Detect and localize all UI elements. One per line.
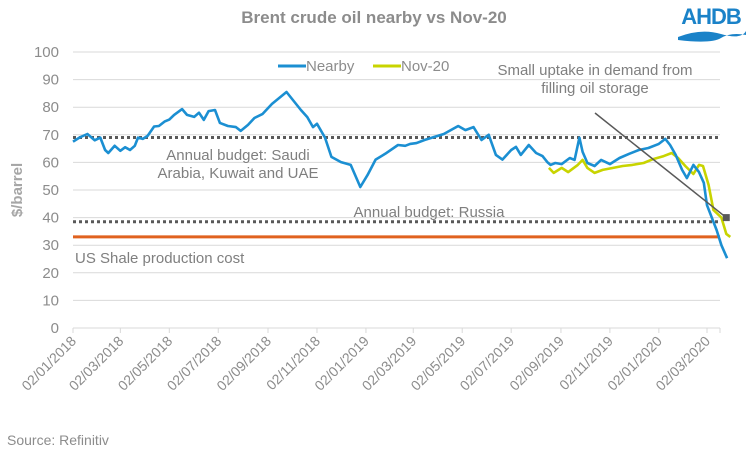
chart-title: Brent crude oil nearby vs Nov-20	[241, 8, 507, 27]
gridlines	[73, 51, 720, 301]
legend: Nearby Nov-20	[278, 58, 449, 75]
series-line-nov-20	[547, 151, 732, 238]
y-tick-label: 30	[42, 237, 59, 254]
y-tick-label: 10	[42, 292, 59, 309]
series-lines	[72, 90, 732, 259]
legend-label: Nov-20	[401, 58, 449, 75]
logo-wave-icon	[678, 31, 746, 42]
y-tick-label: 40	[42, 210, 59, 227]
y-tick-labels: 0 10 20 30 40 50 60 70 80 90 100	[34, 44, 59, 337]
logo-text: AHDB	[681, 4, 742, 29]
y-tick-label: 70	[42, 127, 59, 144]
y-tick-label: 60	[42, 154, 59, 171]
y-tick-label: 50	[42, 182, 59, 199]
y-tick-label: 90	[42, 72, 59, 89]
annotation-storage-demand: Small uptake in demand from	[497, 62, 692, 79]
series-line-nearby	[72, 90, 729, 259]
x-tick-labels: 02/01/201802/03/201802/05/201802/07/2018…	[18, 333, 713, 394]
annotation-storage-demand: filling oil storage	[541, 80, 649, 97]
y-axis-label: $/barrel	[9, 163, 26, 217]
y-tick-label: 80	[42, 99, 59, 116]
annotation-saudi-budget: Annual budget: Saudi	[166, 147, 309, 164]
annotation-us-shale: US Shale production cost	[75, 250, 245, 267]
legend-label: Nearby	[306, 58, 355, 75]
annotation-arrow	[594, 112, 727, 219]
source-note: Source: Refinitiv	[7, 432, 109, 448]
x-axis	[72, 327, 721, 333]
ahdb-logo: AHDB	[676, 4, 746, 42]
y-tick-label: 20	[42, 265, 59, 282]
annotation-saudi-budget: Arabia, Kuwait and UAE	[158, 165, 319, 182]
annotation-russia-budget: Annual budget: Russia	[354, 204, 506, 221]
reference-lines	[73, 136, 720, 239]
annotation-arrow-head	[722, 214, 730, 222]
y-tick-label: 100	[34, 44, 59, 61]
y-tick-label: 0	[51, 320, 59, 337]
